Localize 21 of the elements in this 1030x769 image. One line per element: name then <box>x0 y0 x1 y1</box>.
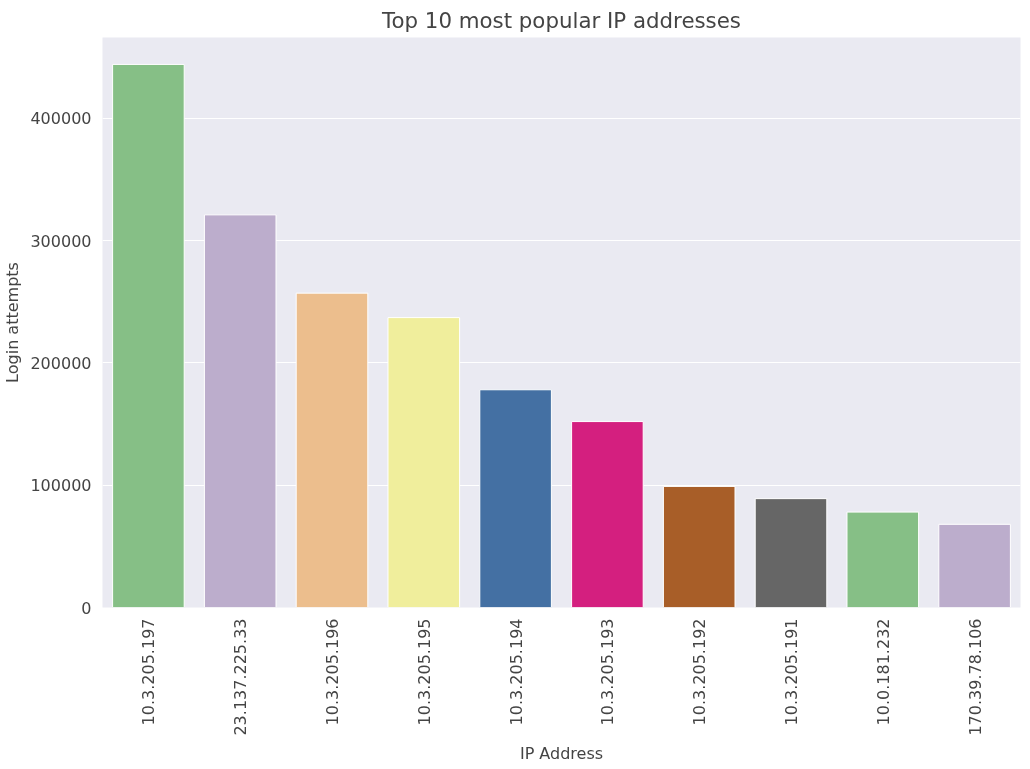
y-tick-label: 300000 <box>30 231 92 251</box>
x-tick-label: 23.137.225.33 <box>231 618 251 736</box>
y-tick-label: 100000 <box>30 476 92 496</box>
x-tick-label: 10.3.205.195 <box>414 618 434 726</box>
y-axis-title: Login attempts <box>3 262 23 383</box>
y-tick-label: 200000 <box>30 353 92 373</box>
x-tick-label: 10.3.205.197 <box>139 618 159 726</box>
chart-title: Top 10 most popular IP addresses <box>381 7 741 33</box>
x-tick-label: 10.0.181.232 <box>873 618 893 726</box>
x-tick-label: 170.39.78.106 <box>965 618 985 736</box>
x-tick-label: 10.3.205.196 <box>323 618 342 726</box>
y-tick-label: 400000 <box>30 109 92 129</box>
x-tick-label: 10.3.205.194 <box>506 618 526 726</box>
x-axis-title: IP Address <box>519 743 604 763</box>
x-tick-label: 10.3.205.191 <box>782 618 801 726</box>
bar <box>846 511 920 608</box>
bar <box>754 498 828 608</box>
x-tick-label: 10.3.205.193 <box>598 618 618 726</box>
bar <box>938 523 1011 608</box>
y-tick-label: 0 <box>81 598 92 618</box>
x-tick-label: 10.3.205.192 <box>690 618 710 726</box>
